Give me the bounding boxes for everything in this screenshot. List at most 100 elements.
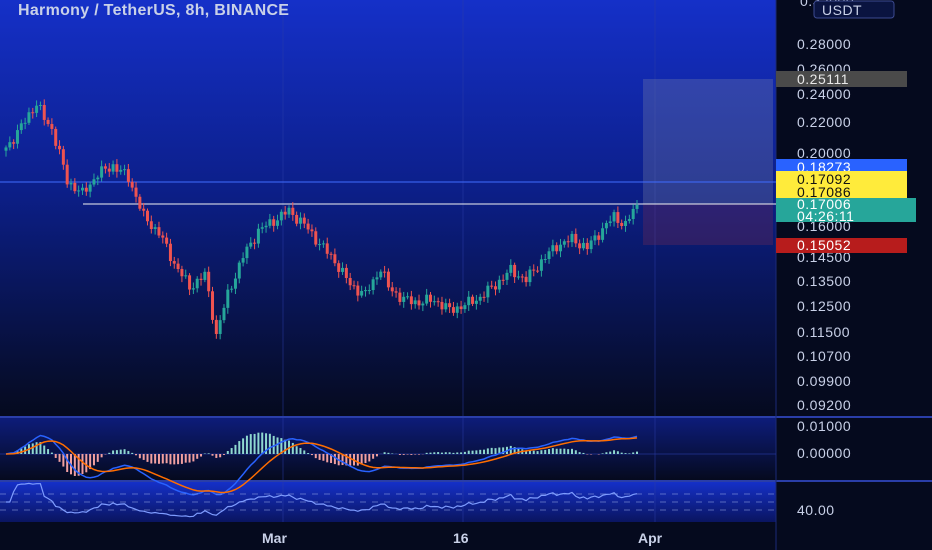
candle-body xyxy=(467,296,471,306)
candle-body xyxy=(417,300,421,306)
candle-body xyxy=(298,217,302,224)
candle-body xyxy=(100,166,104,178)
candle-body xyxy=(451,307,455,313)
candle-body xyxy=(50,124,54,129)
price-tick: 0.13500 xyxy=(797,273,851,289)
candle-body xyxy=(31,112,35,114)
candle-body xyxy=(337,263,341,272)
macd-pane-bg xyxy=(0,418,776,480)
candle-body xyxy=(15,130,19,144)
candle-body xyxy=(593,235,597,241)
macd-tick: 0.01000 xyxy=(797,418,851,434)
candle-body xyxy=(352,285,356,287)
candle-body xyxy=(226,289,230,308)
candle-body xyxy=(276,220,280,226)
candle-body xyxy=(230,288,234,290)
candle-body xyxy=(409,296,413,305)
price-tick: 0.10700 xyxy=(797,348,851,364)
candle-body xyxy=(314,231,318,245)
candle-body xyxy=(581,242,585,249)
candle-body xyxy=(149,221,153,230)
target-price-tag[interactable]: 0.25111 xyxy=(776,71,907,87)
stop-zone[interactable] xyxy=(643,204,773,245)
candle-body xyxy=(543,259,547,261)
candle-body xyxy=(333,254,337,264)
candle-body xyxy=(386,271,390,288)
price-tick: 0.20000 xyxy=(797,145,851,161)
candle-body xyxy=(138,196,142,209)
candle-body xyxy=(253,242,257,244)
candle-body xyxy=(360,290,364,296)
candle-body xyxy=(302,217,306,224)
candle-body xyxy=(58,145,62,150)
candle-body xyxy=(428,294,432,302)
candle-body xyxy=(344,267,348,278)
candle-body xyxy=(455,306,459,313)
candle-body xyxy=(375,277,379,280)
candle-body xyxy=(180,269,184,277)
bar-countdown-label: 04:26:11 xyxy=(797,208,854,224)
ask-price-tag[interactable]: 0.17086 xyxy=(776,184,907,200)
candle-body xyxy=(474,300,478,304)
candle-body xyxy=(406,296,410,298)
candle-body xyxy=(61,149,65,165)
candle-body xyxy=(96,177,100,180)
candle-body xyxy=(631,208,635,219)
candle-body xyxy=(222,307,226,321)
candle-body xyxy=(321,243,325,245)
candle-body xyxy=(555,245,559,252)
candle-body xyxy=(153,227,157,230)
candle-body xyxy=(27,112,31,123)
chart-symbol-title[interactable]: Harmony / TetherUS, 8h, BINANCE xyxy=(18,2,290,19)
candle-body xyxy=(172,261,176,264)
macd-tick: 0.00000 xyxy=(797,445,851,461)
last-price-label: 0.17006 xyxy=(797,196,851,212)
candle-body xyxy=(77,190,81,192)
time-label-apr: Apr xyxy=(638,530,663,546)
candle-body xyxy=(245,246,249,259)
candle-body xyxy=(329,253,333,255)
candle-body xyxy=(341,267,345,272)
candle-body xyxy=(199,278,203,280)
time-label-mar: Mar xyxy=(262,530,287,546)
price-tick: 0.12500 xyxy=(797,298,851,314)
signal-line xyxy=(5,437,638,494)
candle-body xyxy=(260,227,264,229)
candle-body xyxy=(318,244,322,246)
last-price-tag[interactable]: 0.17006 04:26:11 xyxy=(776,196,916,224)
target-zone[interactable] xyxy=(643,79,773,204)
price-tick: 0.24000 xyxy=(797,86,851,102)
candle-body xyxy=(103,166,107,169)
bid-price-label: 0.17092 xyxy=(797,171,851,187)
time-axis-bg xyxy=(0,522,776,550)
candle-body xyxy=(604,223,608,229)
candle-body xyxy=(241,258,245,263)
candle-body xyxy=(444,303,448,310)
candle-body xyxy=(547,251,551,260)
candle-body xyxy=(616,212,620,223)
main-pane-bg xyxy=(0,0,776,416)
time-axis[interactable]: Mar 16 Apr xyxy=(262,530,663,546)
candle-body xyxy=(4,147,8,151)
price-tick: 0.09200 xyxy=(797,397,851,413)
bid-price-tag[interactable]: 0.17092 xyxy=(776,171,907,187)
currency-unit-button[interactable]: USDT xyxy=(813,0,895,19)
candle-body xyxy=(256,228,260,244)
candle-body xyxy=(8,142,12,148)
target-price-label: 0.25111 xyxy=(797,71,849,87)
candle-body xyxy=(394,291,398,293)
candle-body xyxy=(325,243,329,254)
candle-body xyxy=(612,212,616,222)
currency-unit-label: USDT xyxy=(822,2,862,18)
rsi-indicator xyxy=(0,482,776,518)
stop-price-tag[interactable]: 0.15052 xyxy=(776,237,907,253)
candle-body xyxy=(562,241,566,245)
candle-body xyxy=(88,184,92,192)
candle-body xyxy=(627,218,631,221)
candle-body xyxy=(501,279,505,281)
rsi-line xyxy=(6,482,638,518)
candle-body xyxy=(287,207,291,215)
candle-body xyxy=(570,233,574,243)
candle-body xyxy=(111,164,115,172)
candle-body xyxy=(264,225,268,228)
